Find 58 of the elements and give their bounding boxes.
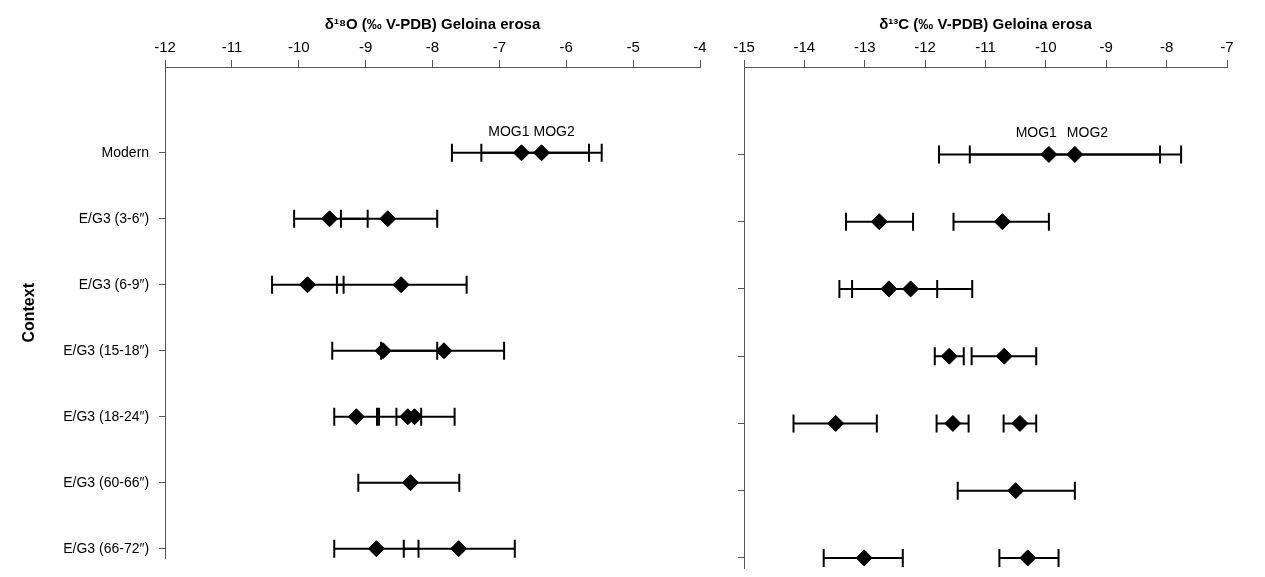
- point: [367, 540, 385, 558]
- x-tick-label: -8: [425, 38, 440, 56]
- x-tick-label: -14: [793, 38, 816, 56]
- x-tick-label: -5: [626, 38, 640, 56]
- annotation: MOG2: [1066, 124, 1109, 141]
- point: [299, 276, 316, 294]
- x-axis-title: δ¹³C (‰ V-PDB) Geloina erosa: [879, 15, 1093, 33]
- x-tick-label: -15: [733, 38, 755, 56]
- point: [533, 144, 551, 162]
- annotation: MOG2: [533, 122, 575, 139]
- x-tick-label: -7: [1220, 38, 1234, 56]
- y-tick-label: E/G3 (3-6″): [78, 209, 150, 226]
- y-tick-label: Modern: [101, 143, 150, 160]
- x-tick-label: -4: [693, 38, 707, 56]
- point: [321, 210, 339, 228]
- point: [401, 474, 419, 492]
- point: [1040, 145, 1058, 163]
- x-tick-label: -12: [154, 38, 176, 56]
- point: [870, 213, 888, 231]
- y-axis-title: Context: [20, 282, 38, 343]
- y-tick-label: E/G3 (15-18″): [63, 341, 150, 358]
- x-tick-label: -7: [492, 38, 507, 56]
- point: [450, 540, 468, 558]
- x-tick-label: -9: [1099, 38, 1113, 56]
- point: [880, 280, 898, 298]
- x-tick-label: -6: [559, 38, 573, 56]
- x-tick-label: -10: [287, 38, 310, 56]
- y-tick-label: E/G3 (18-24″): [63, 407, 150, 424]
- point: [1066, 145, 1084, 163]
- x-tick-label: -9: [359, 38, 373, 56]
- point: [855, 549, 873, 567]
- point: [512, 144, 530, 162]
- point: [940, 347, 958, 365]
- point: [379, 210, 397, 228]
- point: [827, 414, 845, 432]
- annotation: MOG1: [1015, 124, 1058, 141]
- point: [1007, 482, 1025, 500]
- y-tick-label: E/G3 (66-72″): [63, 539, 150, 556]
- x-tick-label: -8: [1159, 38, 1174, 56]
- point: [1011, 414, 1029, 432]
- x-tick-label: -10: [1035, 38, 1057, 56]
- point: [995, 347, 1013, 365]
- point: [392, 276, 410, 294]
- annotation: MOG1: [488, 122, 530, 139]
- x-tick-label: -12: [914, 38, 936, 56]
- x-axis-title: δ¹⁸O (‰ V-PDB) Geloina erosa: [324, 15, 541, 33]
- point: [347, 408, 365, 426]
- y-tick-label: E/G3 (60-66″): [63, 473, 150, 490]
- x-tick-label: -13: [853, 38, 876, 56]
- point: [374, 342, 392, 360]
- point: [902, 280, 920, 298]
- point: [435, 342, 453, 360]
- point: [1019, 549, 1037, 567]
- point: [993, 213, 1011, 231]
- y-tick-label: E/G3 (6-9″): [78, 275, 150, 292]
- point: [944, 414, 962, 432]
- x-tick-label: -11: [975, 38, 996, 56]
- x-tick-label: -11: [221, 38, 243, 56]
